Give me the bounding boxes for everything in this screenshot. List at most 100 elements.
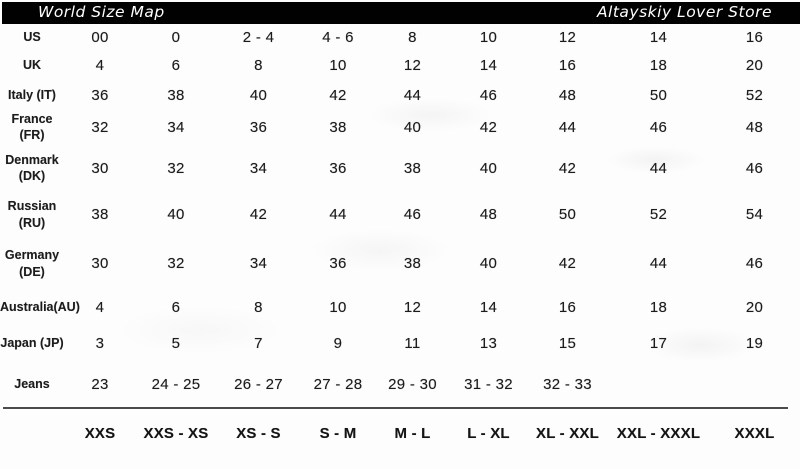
- size-cell: 8: [408, 28, 417, 46]
- size-cell: 29 - 30: [388, 376, 437, 393]
- size-cell: 52: [745, 86, 764, 104]
- size-category-label: XXXL: [734, 425, 775, 442]
- size-cell: 36: [329, 255, 347, 272]
- size-cell: 16: [558, 298, 577, 316]
- size-category-label: XXL - XXXL: [616, 425, 701, 442]
- size-cell: 44: [403, 86, 422, 104]
- size-cell: 40: [479, 255, 498, 272]
- size-cell: 46: [745, 159, 764, 177]
- size-cell: 46: [403, 206, 422, 223]
- size-cell: 38: [403, 159, 422, 177]
- table-row: Jeans 23 24 - 25 26 - 27 27 - 28 29 - 30 31 - …: [0, 362, 800, 407]
- size-cell: 54: [745, 206, 764, 223]
- size-cell: 14: [649, 28, 668, 46]
- size-cell: 50: [558, 206, 577, 223]
- size-cell: 34: [167, 118, 185, 136]
- size-cell: 46: [649, 118, 668, 136]
- size-cell: 44: [329, 206, 347, 223]
- size-category-label: XS - S: [236, 425, 281, 442]
- size-cell: 32 - 33: [543, 376, 592, 393]
- size-cell: 8: [254, 298, 263, 316]
- size-cell: 48: [479, 206, 498, 223]
- size-cell: 27 - 28: [313, 376, 363, 393]
- size-cell: 20: [745, 56, 764, 74]
- row-label: Germany (DE): [4, 248, 60, 279]
- size-cell: 36: [91, 86, 109, 104]
- size-cell: 48: [745, 118, 764, 136]
- size-cell: 10: [479, 28, 498, 46]
- size-cell: 42: [558, 159, 577, 177]
- size-cell: 7: [254, 334, 263, 352]
- size-cell: 12: [403, 56, 422, 74]
- size-category-label: XL - XXL: [536, 425, 599, 442]
- size-cell: 12: [403, 298, 422, 316]
- size-cell: 46: [745, 255, 764, 272]
- size-cell: 5: [171, 334, 181, 352]
- size-cell: 42: [479, 118, 498, 136]
- size-cell: 24 - 25: [151, 376, 201, 393]
- size-cell: 42: [558, 255, 577, 272]
- size-cell: 17: [649, 334, 668, 352]
- size-cell: 30: [91, 255, 109, 272]
- size-cell: 4: [95, 298, 105, 316]
- size-cell: 44: [649, 255, 668, 272]
- size-cell: 40: [479, 159, 498, 177]
- size-cell: 52: [649, 206, 668, 223]
- size-cell: 32: [167, 255, 185, 272]
- size-cell: 14: [479, 298, 498, 316]
- size-cell: 38: [91, 206, 109, 223]
- table-row: Russian (RU) 38 40 42 44 46 48 50 52 54: [0, 192, 800, 237]
- row-label: Russian (RU): [7, 199, 57, 230]
- size-cell: 36: [249, 118, 268, 136]
- size-cell: 44: [649, 159, 668, 177]
- size-cell: 42: [249, 206, 268, 223]
- size-cell: 48: [558, 86, 577, 104]
- table-row: Italy (IT) 36 38 40 42 44 46 48 50 52: [0, 80, 800, 110]
- size-category-label: XXS - XS: [143, 425, 209, 442]
- size-cell: 13: [479, 334, 498, 352]
- size-cell: 10: [329, 298, 347, 316]
- store-name: Altayskiy Lover Store: [596, 3, 772, 21]
- size-cell: 44: [558, 118, 577, 136]
- size-cell: 4 - 6: [322, 28, 354, 46]
- size-cell: 50: [649, 86, 668, 104]
- size-cell: 3: [95, 334, 105, 352]
- size-cell: 38: [403, 255, 422, 272]
- size-cell: 32: [91, 118, 109, 136]
- size-cell: 20: [745, 298, 764, 316]
- size-cell: 19: [745, 334, 764, 352]
- size-cell: 16: [558, 56, 577, 74]
- size-cell: 31 - 32: [464, 376, 513, 393]
- size-cell: 14: [479, 56, 498, 74]
- size-cell: 9: [333, 334, 343, 352]
- size-cell: 42: [329, 86, 347, 104]
- table-row: Germany (DE) 30 32 34 36 38 40 42 44 46: [0, 237, 800, 290]
- size-cell: 6: [171, 56, 181, 74]
- size-cell: 34: [249, 159, 268, 177]
- size-cell: 40: [167, 206, 185, 223]
- table-row: Denmark (DK) 30 32 34 36 38 40 42 44 46: [0, 144, 800, 192]
- row-label: Australia(AU): [0, 299, 80, 314]
- row-label: Japan (JP): [0, 335, 64, 350]
- size-cell: 4: [95, 56, 105, 74]
- size-cell: 8: [254, 56, 263, 74]
- size-cell: 46: [479, 86, 498, 104]
- size-cell: 32: [167, 159, 185, 177]
- size-cell: 26 - 27: [234, 376, 283, 393]
- size-cell: 00: [91, 28, 109, 46]
- table-row: Japan (JP) 3 5 7 9 11 13 15 17 19: [0, 324, 800, 362]
- size-categories-row: XXS XXS - XS XS - S S - M M - L L - XL XL - XX…: [3, 407, 788, 469]
- page-title: World Size Map: [38, 3, 165, 21]
- row-label: France (FR): [11, 111, 53, 143]
- size-cell: 30: [91, 159, 109, 177]
- table-row: Australia(AU) 4 6 8 10 12 14 16 18 20: [0, 290, 800, 324]
- size-cell: 15: [558, 334, 577, 352]
- size-cell: 12: [558, 28, 577, 46]
- size-cell: 16: [745, 28, 764, 46]
- size-cell: 2 - 4: [242, 28, 275, 46]
- row-label: UK: [22, 57, 42, 72]
- size-cell: 40: [249, 86, 268, 104]
- size-cell: 6: [171, 298, 181, 316]
